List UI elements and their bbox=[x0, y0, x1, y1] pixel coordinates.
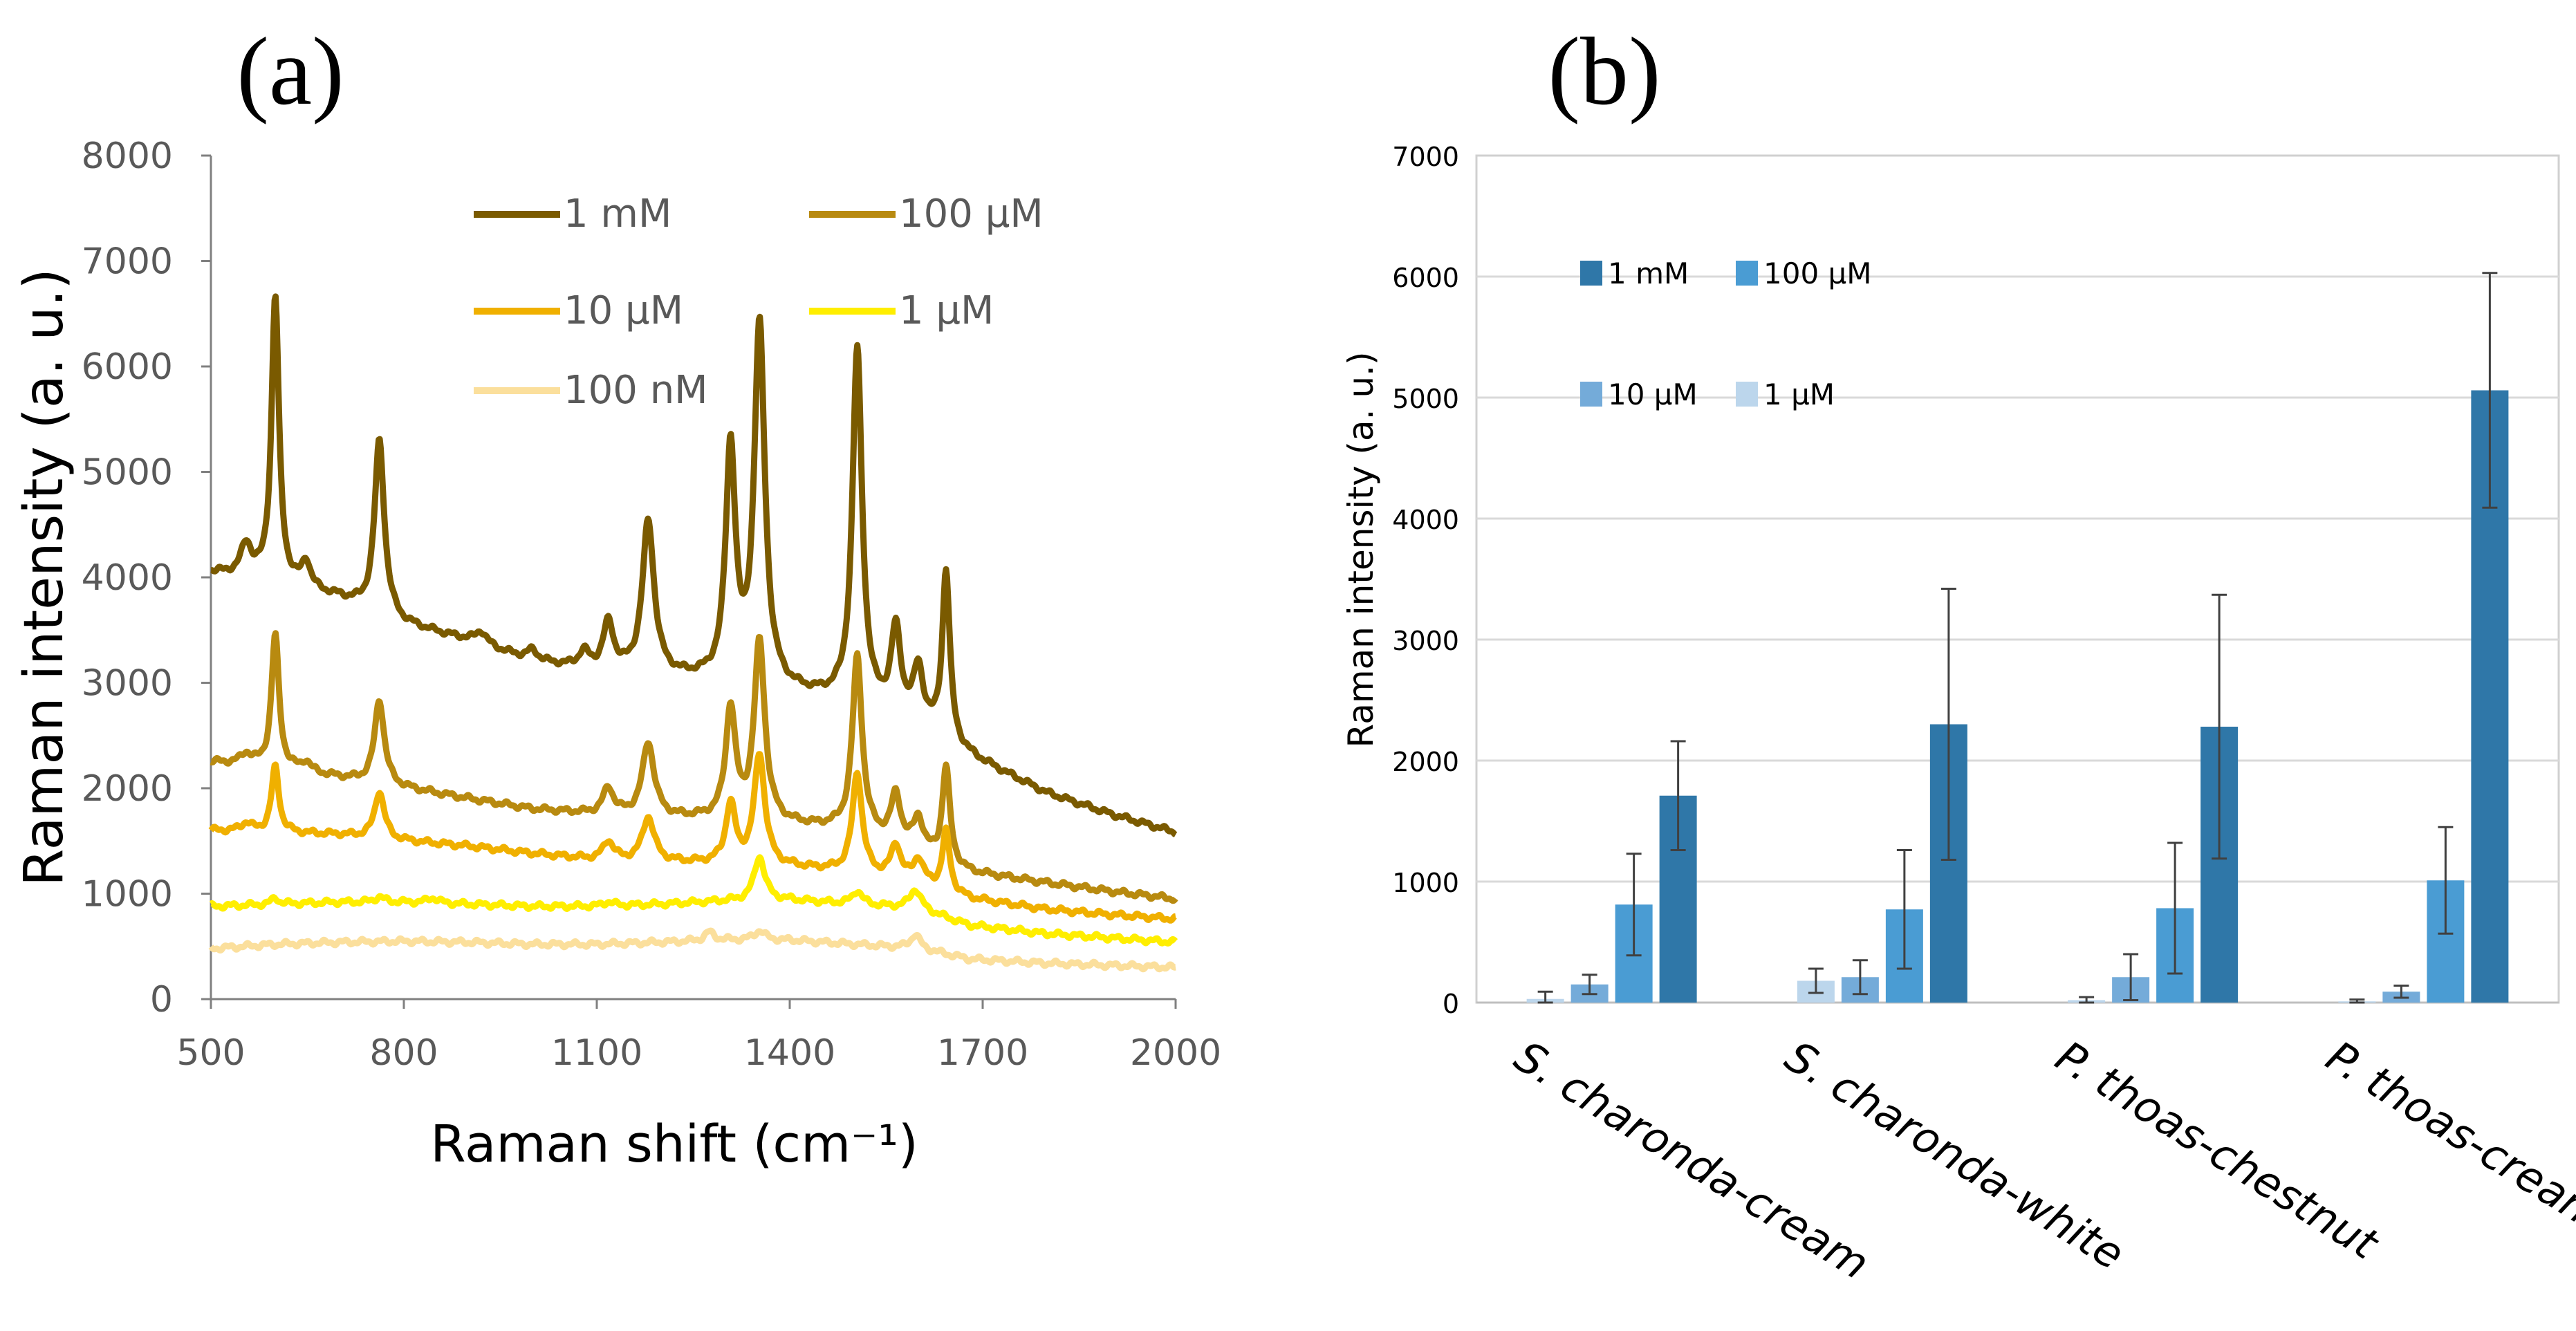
series-lines bbox=[208, 293, 1178, 973]
legend-label: 10 μM bbox=[1608, 378, 1698, 411]
y-tick-label: 7000 bbox=[1392, 142, 1459, 172]
error-bar-group bbox=[1537, 272, 2498, 1004]
series-line-10-m bbox=[208, 751, 1178, 924]
legend-label: 100 μM bbox=[1763, 257, 1871, 290]
y-tick-label: 1000 bbox=[82, 874, 173, 915]
legend-swatch-100-m bbox=[1736, 261, 1758, 286]
bar-chart-b: 0 1000 2000 3000 4000 5000 6000 7000 S. charond… bbox=[1341, 142, 2576, 1290]
gridlines bbox=[1476, 275, 2559, 1004]
x-tick-label: 1100 bbox=[551, 1032, 642, 1074]
y-tick-group: 0 1000 2000 3000 4000 5000 6000 7000 bbox=[1392, 142, 1459, 1019]
legend: 1 mM 100 μM 10 μM 1 μM 100 nM bbox=[474, 192, 1044, 413]
panel-a-label: (a) bbox=[237, 18, 344, 125]
y-tick-label: 3000 bbox=[82, 663, 173, 705]
y-tick-label: 6000 bbox=[1392, 263, 1459, 293]
legend-label: 1 mM bbox=[564, 192, 671, 236]
legend-label: 10 μM bbox=[564, 288, 683, 333]
x-tick-group: 500 800 1100 1400 1700 2000 bbox=[176, 999, 1221, 1074]
y-tick-label: 0 bbox=[150, 979, 173, 1021]
legend-label: 1 μM bbox=[1763, 378, 1835, 411]
y-tick-label: 7000 bbox=[82, 241, 173, 283]
series-line-100-m bbox=[208, 630, 1178, 904]
y-axis-title: Raman intensity (a. u.) bbox=[13, 268, 75, 886]
y-axis-title: Raman intensity (a. u.) bbox=[1341, 352, 1381, 748]
legend-swatch-10-m bbox=[1580, 382, 1602, 407]
y-tick-label: 2000 bbox=[1392, 747, 1459, 777]
series-line-1-mm bbox=[208, 293, 1178, 838]
legend-label: 100 nM bbox=[564, 368, 708, 413]
y-tick-label: 4000 bbox=[82, 557, 173, 599]
legend: 1 mM 100 μM 10 μM 1 μM bbox=[1580, 257, 1871, 411]
x-tick-label: 500 bbox=[176, 1032, 245, 1074]
series-line-100-nm bbox=[208, 927, 1178, 973]
bar-group bbox=[1526, 390, 2509, 1003]
y-tick-label: 1000 bbox=[1392, 868, 1459, 898]
y-tick-label: 3000 bbox=[1392, 626, 1459, 656]
legend-label: 1 μM bbox=[899, 288, 994, 333]
legend-label: 100 μM bbox=[899, 192, 1044, 236]
y-tick-label: 4000 bbox=[1392, 505, 1459, 535]
x-tick-label: 1700 bbox=[937, 1032, 1028, 1074]
legend-swatch-1-m bbox=[1736, 382, 1758, 407]
x-tick-label: 800 bbox=[369, 1032, 438, 1074]
y-tick-label: 0 bbox=[1443, 989, 1459, 1019]
y-tick-label: 5000 bbox=[1392, 384, 1459, 414]
x-tick-label: 2000 bbox=[1130, 1032, 1221, 1074]
y-tick-label: 6000 bbox=[82, 346, 173, 388]
x-axis-title: Raman shift (cm⁻¹) bbox=[430, 1115, 918, 1174]
legend-label: 1 mM bbox=[1608, 257, 1689, 290]
x-tick-label: 1400 bbox=[744, 1032, 835, 1074]
y-tick-group: 0 1000 2000 3000 4000 5000 6000 7000 8000 bbox=[82, 136, 211, 1021]
panel-b-label: (b) bbox=[1548, 18, 1660, 125]
series-line-1-m bbox=[208, 854, 1178, 947]
y-tick-label: 2000 bbox=[82, 768, 173, 810]
line-chart-a: 0 1000 2000 3000 4000 5000 6000 7000 8000 500 800… bbox=[13, 136, 1221, 1174]
y-tick-label: 8000 bbox=[82, 136, 173, 177]
y-tick-label: 5000 bbox=[82, 452, 173, 494]
legend-swatch-1-mm bbox=[1580, 261, 1602, 286]
